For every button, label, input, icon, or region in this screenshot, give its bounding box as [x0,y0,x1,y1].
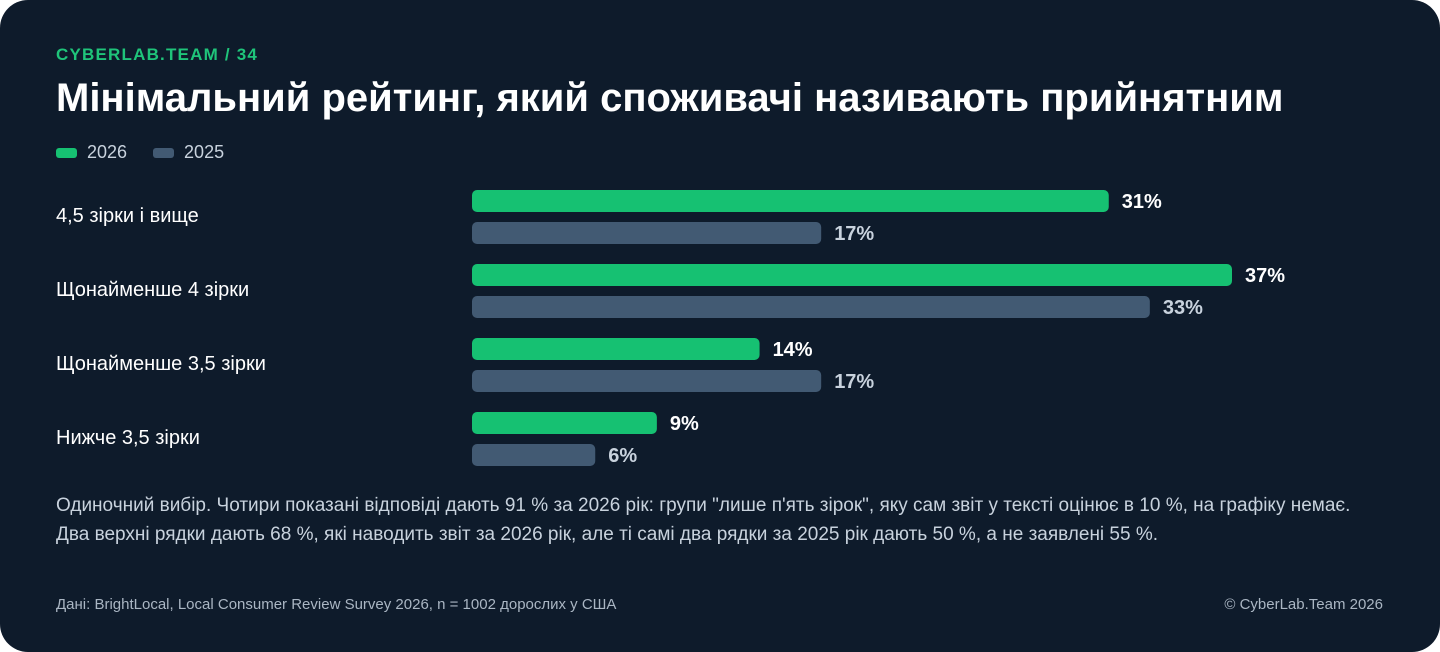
data-label-2025: 33% [1163,297,1203,319]
legend-label-2026: 2026 [87,142,128,162]
bar-2026 [472,264,1232,286]
data-label-2026: 9% [670,413,699,435]
legend: 2026 2025 [56,142,250,163]
category-label: Щонайменше 3,5 зірки [56,353,266,375]
bar-2025 [472,370,822,392]
legend-item-2026: 2026 [56,142,127,163]
data-label-2025: 6% [608,445,637,467]
footnote: Одиночний вибір. Чотири показані відпові… [56,495,1351,545]
bar-2025 [472,444,596,466]
legend-label-2025: 2025 [184,142,225,162]
data-label-2025: 17% [834,371,874,393]
bar-2025 [472,296,1150,318]
copyright: © CyberLab.Team 2026 [1224,596,1383,613]
data-label-2026: 37% [1245,265,1285,287]
data-label-2026: 14% [773,339,813,361]
legend-swatch-2025 [153,147,175,158]
legend-swatch-2026 [56,147,77,158]
kicker-label: CYBERLAB.TEAM / 34 [56,45,259,64]
source-credit: Дані: BrightLocal, Local Consumer Review… [56,596,617,613]
data-label-2026: 31% [1122,191,1162,213]
category-label: Нижче 3,5 зірки [56,427,200,449]
chart-title: Мінімальний рейтинг, який споживачі нази… [56,76,1284,120]
bar-2026 [472,412,657,434]
bar-2025 [472,222,822,244]
data-label-2025: 17% [834,223,874,245]
category-label: 4,5 зірки і вище [56,205,199,227]
bar-2026 [472,338,760,360]
bar-2026 [472,190,1109,212]
category-label: Щонайменше 4 зірки [56,279,249,301]
legend-item-2025: 2025 [153,142,224,163]
